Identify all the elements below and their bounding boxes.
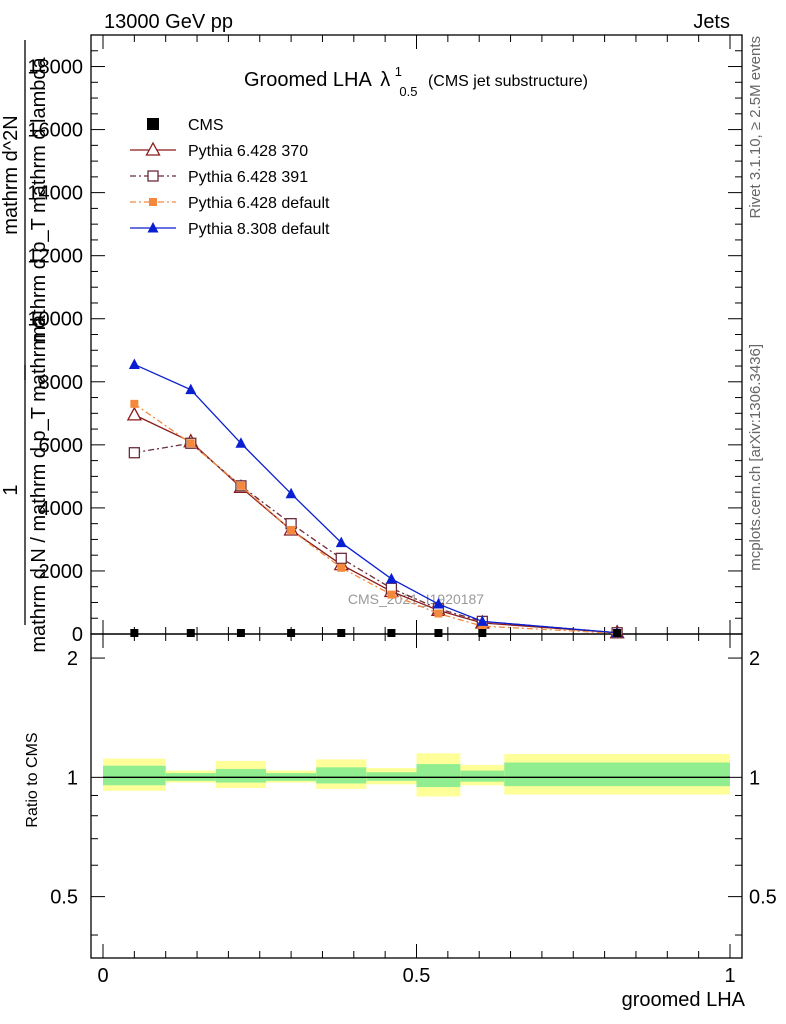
- data-point: [434, 629, 443, 637]
- data-point: [335, 552, 347, 564]
- data-point: [287, 629, 296, 637]
- legend-label: Pythia 8.308 default: [188, 221, 330, 238]
- data-point: [147, 170, 159, 182]
- ratio-band-green: [316, 767, 367, 784]
- axis-tick-labels: 0 0.5 1 0 2000 4000 6000 8000 10000 12000 14000 160…: [27, 57, 776, 987]
- data-point: [126, 406, 142, 421]
- data-point: [186, 439, 195, 448]
- data-point: [434, 609, 443, 618]
- data-point: [235, 437, 247, 448]
- ratio-band-green: [416, 764, 461, 788]
- y-tick-label-ratio-left: 1: [67, 767, 78, 789]
- ratio-bands: [103, 753, 730, 797]
- chart-title-symbol: λ: [380, 69, 390, 91]
- ratio-band-green: [215, 768, 267, 783]
- header-left: 13000 GeV pp: [104, 11, 233, 33]
- data-point: [149, 198, 157, 206]
- y-axis-label-upper: mathrm d^2N mathrm d p_T mathrm d lambda…: [0, 40, 50, 653]
- legend-label: CMS: [188, 117, 224, 134]
- legend-label: Pythia 6.428 370: [188, 143, 308, 160]
- y-tick-label-upper: 14000: [27, 183, 83, 205]
- chart-title-superscript: 1: [395, 64, 402, 79]
- y-tick-label-upper: 18000: [27, 57, 83, 79]
- y-tick-label-ratio-left: 2: [67, 648, 78, 670]
- ratio-band-green: [366, 772, 417, 781]
- ylabel-upper-top-num: mathrm d^2N: [0, 115, 22, 234]
- ylabel-upper-top-den: mathrm d p_T mathrm d lambda: [28, 56, 50, 342]
- x-axis-label: groomed LHA: [622, 989, 746, 1011]
- series-2: [128, 437, 623, 639]
- data-point: [147, 118, 159, 130]
- rivet-label: Rivet 3.1.10, ≥ 2.5M events: [747, 36, 764, 219]
- y-tick-label-upper: 16000: [27, 120, 83, 142]
- data-point: [478, 622, 487, 631]
- data-point: [385, 572, 397, 584]
- chart-title: Groomed LHA λ 1 0.5 (CMS jet substructur…: [244, 63, 588, 100]
- legend-label: Pythia 6.428 391: [188, 169, 308, 186]
- y-tick-label-upper: 8000: [39, 372, 84, 394]
- ylabel-upper-numerator: 1: [0, 484, 22, 495]
- y-tick-label-upper: 10000: [27, 309, 83, 331]
- data-point: [147, 222, 159, 233]
- y-tick-label-upper: 4000: [39, 498, 84, 520]
- ratio-band-green: [103, 765, 166, 786]
- y-tick-label-upper: 6000: [39, 435, 84, 457]
- data-point: [285, 487, 297, 499]
- y-axis-label-lower: Ratio to CMS: [24, 732, 41, 827]
- data-point: [130, 629, 139, 637]
- x-tick-label: 1: [724, 965, 735, 987]
- data-point: [337, 563, 346, 572]
- legend: CMS Pythia 6.428 370 Pythia 6.428 391 Pythi…: [130, 117, 330, 238]
- mcplots-label: mcplots.cern.ch [arXiv:1306.3436]: [747, 344, 764, 571]
- data-point: [236, 481, 245, 490]
- x-tick-label: 0.5: [403, 965, 431, 987]
- y-tick-label-upper: 0: [72, 624, 83, 646]
- data-point: [186, 629, 195, 637]
- series-line: [133, 403, 618, 635]
- legend-label: Pythia 6.428 default: [188, 195, 330, 212]
- data-point: [287, 525, 296, 534]
- ratio-band-green: [504, 762, 730, 787]
- header-right: Jets: [693, 11, 730, 33]
- data-point: [613, 629, 622, 637]
- data-point: [185, 383, 197, 395]
- y-tick-label-upper: 12000: [27, 246, 83, 268]
- ylabel-upper-denominator: mathrm d N / mathrm d p_T mathrm d: [28, 317, 50, 652]
- data-point: [236, 629, 245, 637]
- data-point: [432, 598, 444, 609]
- chart-title-suffix: (CMS jet substructure): [428, 73, 588, 90]
- y-tick-label-ratio-left: 0.5: [50, 887, 78, 909]
- chart-title-subscript: 0.5: [399, 84, 417, 99]
- data-point: [387, 590, 396, 599]
- data-point: [476, 615, 488, 626]
- data-point: [335, 536, 347, 548]
- ratio-band-green: [460, 770, 505, 782]
- data-point: [128, 358, 140, 369]
- x-tick-label: 0: [97, 965, 108, 987]
- data-point: [478, 629, 487, 637]
- data-point: [130, 399, 139, 408]
- y-tick-label-ratio-right: 2: [749, 648, 760, 670]
- data-point: [387, 629, 396, 637]
- y-tick-label-ratio-right: 1: [749, 767, 760, 789]
- data-series: [126, 358, 625, 639]
- y-tick-label-upper: 2000: [39, 561, 84, 583]
- series-line: [134, 442, 618, 634]
- y-tick-label-ratio-right: 0.5: [749, 887, 777, 909]
- chart-title-main: Groomed LHA: [244, 69, 372, 91]
- series-0: [130, 629, 622, 637]
- data-point: [145, 141, 161, 156]
- data-point: [128, 447, 141, 459]
- data-point: [337, 629, 346, 637]
